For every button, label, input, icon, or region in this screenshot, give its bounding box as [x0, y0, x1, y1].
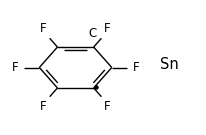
- Text: F: F: [40, 100, 47, 113]
- Text: C: C: [88, 27, 96, 40]
- Text: F: F: [104, 100, 110, 113]
- Text: Sn: Sn: [160, 57, 178, 72]
- Text: F: F: [11, 61, 18, 74]
- Text: F: F: [104, 22, 110, 35]
- Text: F: F: [132, 61, 139, 74]
- Text: F: F: [40, 22, 47, 35]
